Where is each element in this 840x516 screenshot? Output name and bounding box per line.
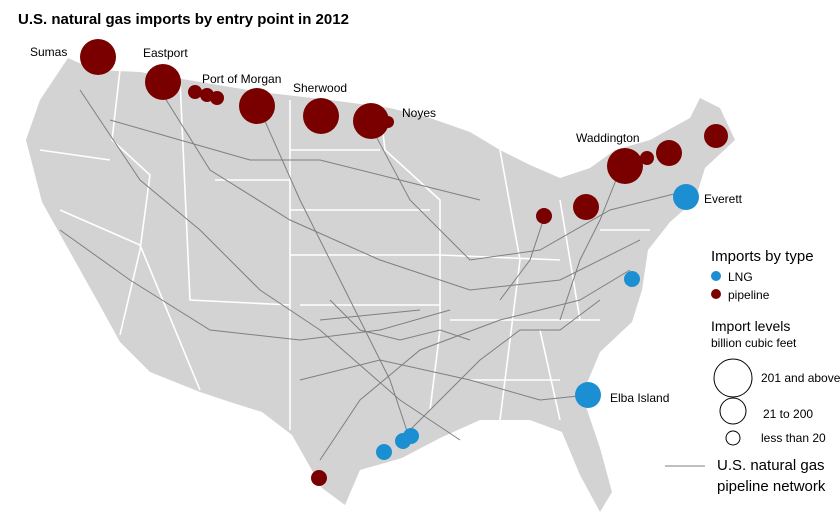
point-label: Waddington [576, 131, 640, 145]
pipeline-point [210, 91, 224, 105]
legend-size [725, 430, 741, 446]
lng-point [673, 184, 699, 210]
legend-subtitle: billion cubic feet [711, 336, 797, 350]
legend-label: U.S. natural gas [717, 457, 825, 474]
legend-size [719, 397, 747, 425]
pipeline-network [59, 89, 691, 461]
pipeline-point [536, 208, 552, 224]
legend-label: LNG [728, 270, 753, 284]
pipeline-point [145, 64, 181, 100]
legend-label: less than 20 [761, 431, 826, 445]
legend-label: pipeline network [717, 478, 826, 495]
lng-point [575, 382, 601, 408]
point-label: Port of Morgan [202, 72, 281, 86]
legend-swatch [711, 271, 721, 281]
state-borders [39, 69, 650, 430]
pipeline-point [640, 151, 654, 165]
title: U.S. natural gas imports by entry point … [18, 11, 349, 28]
legend: Imports by type LNG pipeline Import leve… [665, 248, 840, 495]
pipeline-point [353, 103, 389, 139]
point-label: Sherwood [293, 81, 347, 95]
legend-label: pipeline [728, 288, 770, 302]
legend-label: 21 to 200 [763, 407, 813, 421]
point-label: Noyes [402, 106, 436, 120]
pipeline-point [311, 470, 327, 486]
legend-size [713, 358, 753, 398]
legend-label: 201 and above [761, 371, 840, 385]
pipeline-point [607, 148, 643, 184]
import-points [80, 39, 728, 486]
point-label: Sumas [30, 45, 67, 59]
pipeline-point [704, 124, 728, 148]
legend-title: Imports by type [711, 248, 814, 265]
point-label: Elba Island [610, 391, 669, 405]
pipeline-point [573, 194, 599, 220]
legend-swatch [711, 289, 721, 299]
point-label: Everett [704, 192, 743, 206]
pipeline-point [80, 39, 116, 75]
pipeline-point [303, 98, 339, 134]
pipeline-point [656, 140, 682, 166]
pipeline-point [239, 88, 275, 124]
legend-title: Import levels [711, 318, 790, 334]
lng-point [403, 428, 419, 444]
pipeline-point [382, 116, 394, 128]
point-label: Eastport [143, 46, 188, 60]
lng-point [624, 271, 640, 287]
pipeline-point [188, 85, 202, 99]
lng-point [376, 444, 392, 460]
